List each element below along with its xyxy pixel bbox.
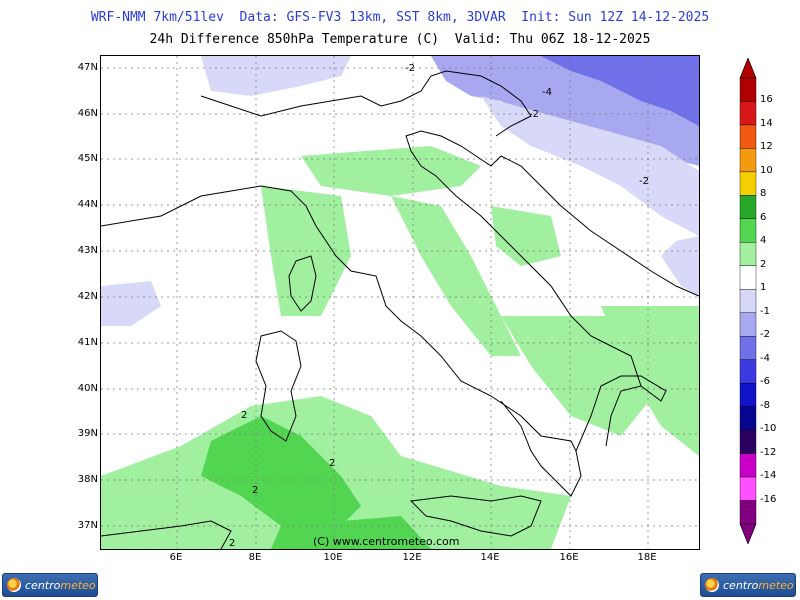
cooling-area-balkans	[661, 236, 699, 296]
colorbar-segment	[739, 500, 757, 525]
colorbar-segment	[739, 218, 757, 243]
copyright-text: (C) www.centrometeo.com	[313, 535, 459, 548]
colorbar-segment	[739, 336, 757, 360]
chart-title: 24h Difference 850hPa Temperature (C) Va…	[149, 32, 651, 47]
balkan-coast	[500, 155, 699, 297]
lat-label-40n: 40N	[77, 383, 98, 394]
colorbar-segment	[739, 382, 757, 407]
cooling-area-alps-west	[201, 56, 351, 96]
colorbar-bottom-arrow	[739, 523, 757, 544]
warming-area-sicily-core	[271, 516, 431, 549]
colorbar-label: 2	[760, 258, 767, 270]
colorbar-segment	[739, 359, 757, 384]
warming-area-sardinia-south-core	[201, 416, 361, 536]
colorbar-label: 6	[760, 211, 767, 223]
colorbar-segment	[739, 171, 757, 196]
colorbar-label: -8	[760, 399, 770, 411]
colorbar-segment	[739, 289, 757, 313]
colorbar-label: 10	[760, 164, 773, 176]
lon-label-16e: 16E	[559, 552, 579, 563]
colorbar-label: 16	[760, 94, 773, 106]
temperature-colorbar	[739, 58, 757, 544]
lat-label-41n: 41N	[77, 337, 98, 348]
colorbar-label: -16	[760, 493, 777, 505]
italy-mainland-coast	[101, 130, 667, 497]
lon-label-18e: 18E	[637, 552, 657, 563]
colorbar-segment	[739, 148, 757, 173]
colorbar-segment	[739, 77, 757, 102]
cooling-area-northwest	[101, 281, 161, 326]
lat-label-37n: 37N	[77, 520, 98, 531]
lon-label-14e: 14E	[480, 552, 500, 563]
colorbar-label: 12	[760, 141, 773, 153]
warming-area-adriatic-central	[491, 206, 561, 266]
map-canvas: -2 -4 -2 -2 2 2 2 2 (C) www.centrometeo.…	[101, 56, 699, 549]
colorbar-segment	[739, 124, 757, 149]
cooling-area-northeast-core	[541, 56, 699, 126]
map-gridlines	[101, 56, 699, 549]
centrometeo-logo-left[interactable]: centrometeo	[2, 573, 98, 597]
temperature-difference-map: -2 -4 -2 -2 2 2 2 2 (C) www.centrometeo.…	[100, 55, 700, 550]
lat-label-38n: 38N	[77, 474, 98, 485]
lat-label-46n: 46N	[77, 108, 98, 119]
cooling-area-adriatic	[481, 96, 699, 236]
colorbar-segment	[739, 195, 757, 220]
contour-label-southwest: 2	[252, 485, 258, 496]
colorbar-label: 4	[760, 235, 767, 247]
tunisia-coast	[101, 520, 232, 549]
logo-text-left: centrometeo	[25, 578, 96, 592]
lon-label-6e: 6E	[169, 552, 183, 563]
colorbar-segment	[739, 453, 757, 478]
corsica-coast	[288, 255, 317, 312]
colorbar-label: -4	[760, 352, 770, 364]
lat-label-43n: 43N	[77, 245, 98, 256]
colorbar-label: -12	[760, 446, 777, 458]
contour-label-balkans: -2	[639, 176, 649, 187]
contour-label-central-sea: 2	[329, 458, 335, 469]
lon-label-12e: 12E	[402, 552, 422, 563]
contour-label-adriatic-north: -2	[529, 109, 539, 120]
contour-label-tunisia: 2	[229, 538, 235, 549]
sardinia-coast	[255, 330, 302, 442]
colorbar-label: -14	[760, 470, 777, 482]
lat-label-45n: 45N	[77, 153, 98, 164]
sicily-coast	[409, 495, 542, 537]
colorbar-label: 8	[760, 188, 767, 200]
colorbar-label: -10	[760, 423, 777, 435]
colorbar-segment	[739, 312, 757, 337]
colorbar-segment	[739, 101, 757, 126]
colorbar-segment	[739, 476, 757, 501]
colorbar-segment	[739, 265, 757, 290]
colorbar-segment	[739, 242, 757, 266]
coastlines	[101, 70, 699, 549]
centrometeo-globe-icon	[7, 578, 21, 592]
lat-label-47n: 47N	[77, 62, 98, 73]
warming-area-apennines	[391, 196, 521, 356]
contour-label-sardinia-south: 2	[241, 410, 247, 421]
colorbar-label: -2	[760, 329, 770, 341]
colorbar-segment	[739, 429, 757, 454]
colorbar-label: -6	[760, 376, 770, 388]
logo-text-right: centrometeo	[723, 578, 794, 592]
warming-area-po-valley	[301, 146, 481, 196]
lat-label-42n: 42N	[77, 291, 98, 302]
alps-border	[200, 70, 532, 137]
centrometeo-globe-icon	[705, 578, 719, 592]
lon-label-10e: 10E	[323, 552, 343, 563]
contour-label-north: -2	[405, 63, 415, 74]
colorbar-label: 1	[760, 282, 767, 294]
model-info-title: WRF-NMM 7km/51lev Data: GFS-FV3 13km, SS…	[90, 10, 710, 25]
lat-label-44n: 44N	[77, 199, 98, 210]
colorbar-label: -1	[760, 305, 770, 317]
centrometeo-logo-right[interactable]: centrometeo	[700, 573, 796, 597]
colorbar-top-arrow	[739, 58, 757, 79]
contour-label-northeast: -4	[542, 87, 552, 98]
colorbar-segment	[739, 406, 757, 431]
colorbar-label: 14	[760, 117, 773, 129]
lon-label-8e: 8E	[248, 552, 262, 563]
lat-label-39n: 39N	[77, 428, 98, 439]
